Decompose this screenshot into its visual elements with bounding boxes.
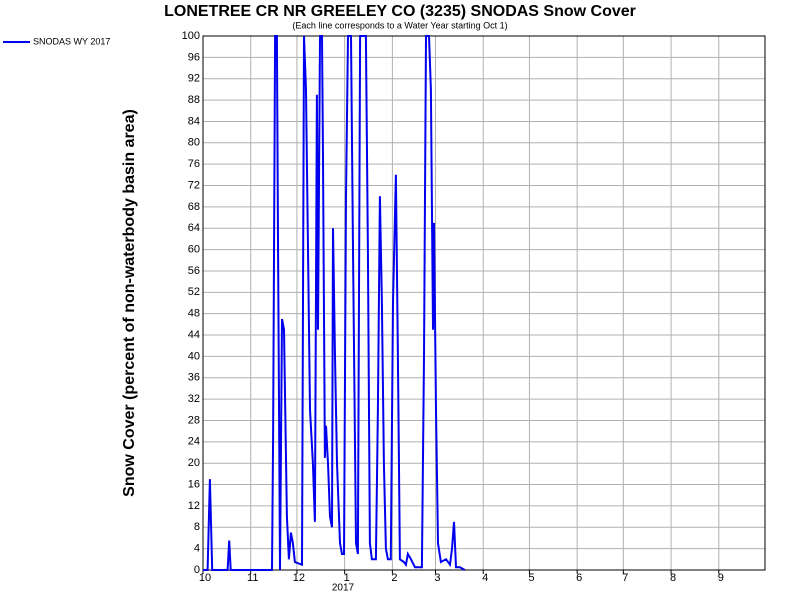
legend-label: SNODAS WY 2017 — [33, 36, 110, 46]
y-tick-label: 28 — [188, 414, 200, 426]
y-tick-label: 8 — [194, 521, 200, 533]
data-line — [203, 35, 466, 571]
y-tick-label: 44 — [188, 329, 200, 341]
y-tick-label: 56 — [188, 265, 200, 277]
y-tick-label: 68 — [188, 201, 200, 213]
y-tick-label: 72 — [188, 179, 200, 191]
y-tick-label: 60 — [188, 244, 200, 256]
y-tick-label: 4 — [194, 543, 200, 555]
y-tick-label: 84 — [188, 115, 200, 127]
y-tick-label: 20 — [188, 457, 200, 469]
y-tick-label: 12 — [188, 500, 200, 512]
y-tick-label: 100 — [182, 30, 200, 42]
x-tick-label: 7 — [622, 572, 628, 584]
x-tick-label: 2 — [391, 572, 397, 584]
y-tick-label: 88 — [188, 94, 200, 106]
x-tick-label: 6 — [576, 572, 582, 584]
y-tick-label: 16 — [188, 478, 200, 490]
x-tick-label: 4 — [482, 572, 488, 584]
x-tick-label: 1 — [344, 572, 350, 584]
y-tick-label: 80 — [188, 137, 200, 149]
y-tick-label: 40 — [188, 350, 200, 362]
x-tick-label: 9 — [718, 572, 724, 584]
chart-subtitle: (Each line corresponds to a Water Year s… — [292, 20, 507, 30]
y-tick-label: 96 — [188, 51, 200, 63]
y-tick-label: 52 — [188, 286, 200, 298]
y-tick-label: 76 — [188, 158, 200, 170]
y-tick-label: 92 — [188, 73, 200, 85]
x-tick-label: 12 — [293, 572, 305, 584]
y-tick-label: 0 — [194, 564, 200, 576]
y-tick-label: 64 — [188, 222, 200, 234]
x-tick-label: 8 — [670, 572, 676, 584]
year-annotation: 2017 — [332, 583, 355, 594]
y-tick-label: 48 — [188, 308, 200, 320]
x-tick-label: 5 — [528, 572, 534, 584]
x-tick-label: 3 — [434, 572, 440, 584]
chart-title: LONETREE CR NR GREELEY CO (3235) SNODAS … — [164, 3, 636, 20]
plot-frame — [202, 35, 766, 571]
x-tick-label: 10 — [199, 572, 211, 584]
y-tick-label: 32 — [188, 393, 200, 405]
x-tick-label: 11 — [247, 572, 258, 584]
y-tick-label: 24 — [188, 436, 200, 448]
y-tick-label: 36 — [188, 372, 200, 384]
y-axis-label: Snow Cover (percent of non-waterbody bas… — [121, 109, 138, 497]
